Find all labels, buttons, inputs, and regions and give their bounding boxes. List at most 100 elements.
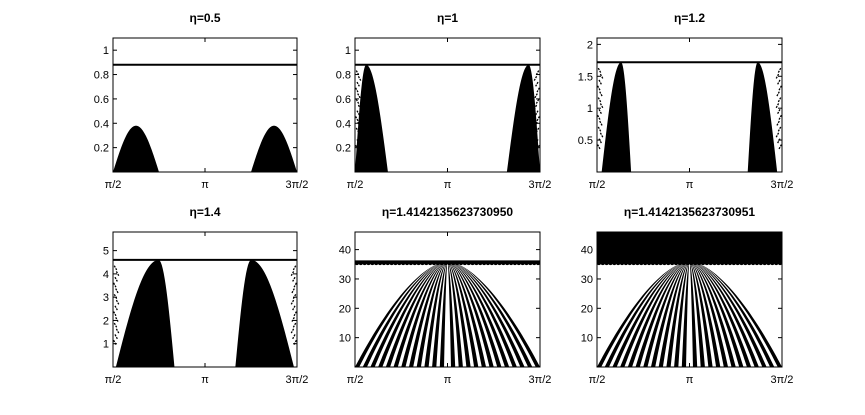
y-tick-label: 3 — [103, 292, 109, 304]
band-right-4 — [447, 261, 517, 367]
y-tick-label: 0.4 — [336, 118, 351, 130]
y-tick-label: 1 — [103, 339, 109, 351]
plot-area — [597, 232, 782, 367]
band-right-1 — [689, 261, 782, 367]
panel-title: η=1.2 — [674, 11, 705, 25]
band-left-8 — [408, 261, 448, 367]
band-right-10 — [689, 261, 713, 367]
band-fan — [597, 261, 782, 367]
chart-panel-2: π/2 π 3π/2 0.2 0.4 0.6 0.8 1 η=1 — [336, 11, 552, 191]
band-left-1 — [355, 261, 448, 367]
band-left-9 — [658, 261, 690, 367]
band-fan — [355, 261, 540, 367]
panel-title: η=0.5 — [189, 11, 220, 25]
lobe-2 — [251, 125, 297, 172]
x-tick-label: 3π/2 — [286, 179, 309, 191]
lobe-2 — [506, 64, 540, 172]
y-tick-label: 4 — [103, 269, 109, 281]
band-left-6 — [635, 261, 690, 367]
chart-panel-5: π/2 π 3π/2 10 20 30 40 η=1.4142135623730950 — [339, 205, 552, 386]
band-right-12 — [447, 261, 456, 367]
edge-fringe — [113, 265, 297, 345]
y-tick-label: 0.4 — [94, 118, 109, 130]
band-left-12 — [439, 261, 448, 367]
plot-area — [597, 61, 782, 172]
band-right-10 — [447, 261, 471, 367]
band-right-3 — [447, 261, 525, 367]
x-tick-label: π — [201, 179, 209, 191]
band-left-7 — [401, 261, 448, 367]
band-right-1 — [447, 261, 540, 367]
x-tick-label: π — [444, 179, 452, 191]
band-left-9 — [416, 261, 448, 367]
solid-cap — [597, 232, 782, 263]
y-tick-label: 2 — [103, 315, 109, 327]
band-right-8 — [447, 261, 487, 367]
x-tick-label: 3π/2 — [771, 179, 794, 191]
lobe-2 — [747, 62, 778, 172]
band-right-11 — [447, 261, 463, 367]
x-tick-label: 3π/2 — [286, 374, 309, 386]
y-tick-label: 20 — [339, 303, 351, 315]
chart-panel-6: π/2 π 3π/2 10 20 30 40 η=1.4142135623730951 — [581, 205, 794, 386]
x-tick-label: π/2 — [347, 374, 364, 386]
y-tick-label: 10 — [581, 333, 593, 345]
y-tick-label: 0.8 — [336, 70, 351, 82]
band-left-12 — [681, 261, 690, 367]
x-tick-label: π — [201, 374, 209, 386]
y-tick-label: 2 — [587, 39, 593, 51]
x-tick-label: π — [686, 179, 694, 191]
band-right-2 — [447, 261, 533, 367]
band-left-10 — [424, 261, 448, 367]
x-tick-label: π/2 — [105, 374, 122, 386]
chart-panel-4: π/2 π 3π/2 1 2 3 4 5 η=1.4 — [103, 205, 309, 386]
panel-title: η=1.4142135623730950 — [382, 205, 513, 219]
y-tick-label: 30 — [339, 274, 351, 286]
band-left-3 — [612, 261, 690, 367]
band-right-5 — [447, 261, 510, 367]
band-left-10 — [666, 261, 690, 367]
y-tick-label: 0.5 — [578, 135, 593, 147]
band-right-3 — [689, 261, 767, 367]
band-right-9 — [447, 261, 479, 367]
x-tick-label: 3π/2 — [529, 374, 552, 386]
lobe-1 — [601, 62, 632, 172]
band-right-12 — [689, 261, 698, 367]
y-tick-label: 30 — [581, 274, 593, 286]
lobe-2 — [235, 259, 294, 367]
band-left-2 — [604, 261, 690, 367]
x-tick-label: π/2 — [105, 179, 122, 191]
panel-title: η=1 — [437, 11, 458, 25]
band-right-4 — [689, 261, 759, 367]
band-left-1 — [597, 261, 690, 367]
lobe-1 — [115, 259, 175, 367]
band-right-9 — [689, 261, 721, 367]
y-tick-label: 20 — [581, 303, 593, 315]
y-tick-label: 1.5 — [578, 71, 593, 83]
y-tick-label: 0.6 — [336, 94, 351, 106]
y-tick-label: 40 — [339, 245, 351, 257]
band-right-6 — [447, 261, 502, 367]
x-tick-label: 3π/2 — [529, 179, 552, 191]
panel-title: η=1.4 — [189, 205, 220, 219]
x-tick-label: π/2 — [589, 179, 606, 191]
y-tick-label: 1 — [103, 45, 109, 57]
x-tick-label: 3π/2 — [771, 374, 794, 386]
band-left-2 — [362, 261, 448, 367]
band-right-2 — [689, 261, 775, 367]
band-left-6 — [393, 261, 448, 367]
plot-area — [355, 260, 540, 367]
y-tick-label: 0.2 — [94, 143, 109, 155]
band-left-3 — [370, 261, 448, 367]
lobe-1 — [355, 64, 388, 172]
band-left-7 — [643, 261, 690, 367]
band-right-7 — [689, 261, 736, 367]
y-tick-label: 40 — [581, 245, 593, 257]
y-tick-label: 0.6 — [94, 94, 109, 106]
band-left-8 — [650, 261, 690, 367]
band-left-5 — [385, 261, 448, 367]
y-tick-label: 1 — [345, 45, 351, 57]
y-tick-label: 0.8 — [94, 70, 109, 82]
lobe-1 — [113, 125, 159, 172]
